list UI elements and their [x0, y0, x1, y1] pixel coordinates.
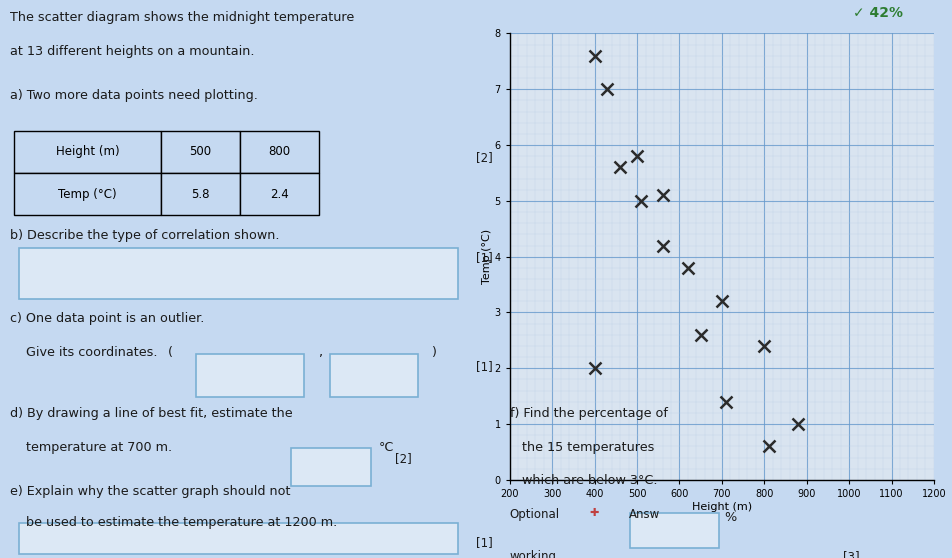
Text: Optional: Optional [509, 508, 560, 521]
Text: ,: , [310, 346, 323, 359]
Y-axis label: Temp (°C): Temp (°C) [482, 229, 491, 284]
Text: d) By drawing a line of best fit, estimate the: d) By drawing a line of best fit, estima… [10, 407, 292, 420]
X-axis label: Height (m): Height (m) [691, 502, 751, 512]
Text: Give its coordinates.   (: Give its coordinates. ( [10, 346, 172, 359]
Text: ✚: ✚ [588, 508, 598, 518]
Text: the 15 temperatures: the 15 temperatures [509, 441, 653, 454]
Text: temperature at 700 m.: temperature at 700 m. [10, 441, 171, 454]
Text: Answ: Answ [628, 508, 660, 521]
Text: [1]: [1] [476, 251, 493, 264]
Text: be used to estimate the temperature at 1200 m.: be used to estimate the temperature at 1… [10, 516, 336, 529]
Text: [1]: [1] [476, 536, 493, 549]
Text: e) Explain why the scatter graph should not: e) Explain why the scatter graph should … [10, 485, 289, 498]
Text: which are below 3°C.: which are below 3°C. [509, 474, 657, 487]
Text: [3]: [3] [843, 550, 859, 558]
Text: ✓ 42%: ✓ 42% [852, 6, 902, 20]
Text: c) One data point is an outlier.: c) One data point is an outlier. [10, 312, 204, 325]
Text: working: working [509, 550, 556, 558]
Text: °C: °C [378, 441, 393, 454]
Text: [2]: [2] [395, 452, 412, 465]
Text: at 13 different heights on a mountain.: at 13 different heights on a mountain. [10, 45, 254, 57]
Text: %: % [724, 511, 736, 523]
Text: a) Two more data points need plotting.: a) Two more data points need plotting. [10, 89, 257, 102]
Text: [1]: [1] [476, 360, 493, 373]
Text: ): ) [424, 346, 437, 359]
Text: The scatter diagram shows the midnight temperature: The scatter diagram shows the midnight t… [10, 11, 353, 24]
Text: [2]: [2] [476, 151, 493, 163]
Text: b) Describe the type of correlation shown.: b) Describe the type of correlation show… [10, 229, 279, 242]
Text: f) Find the percentage of: f) Find the percentage of [509, 407, 667, 420]
